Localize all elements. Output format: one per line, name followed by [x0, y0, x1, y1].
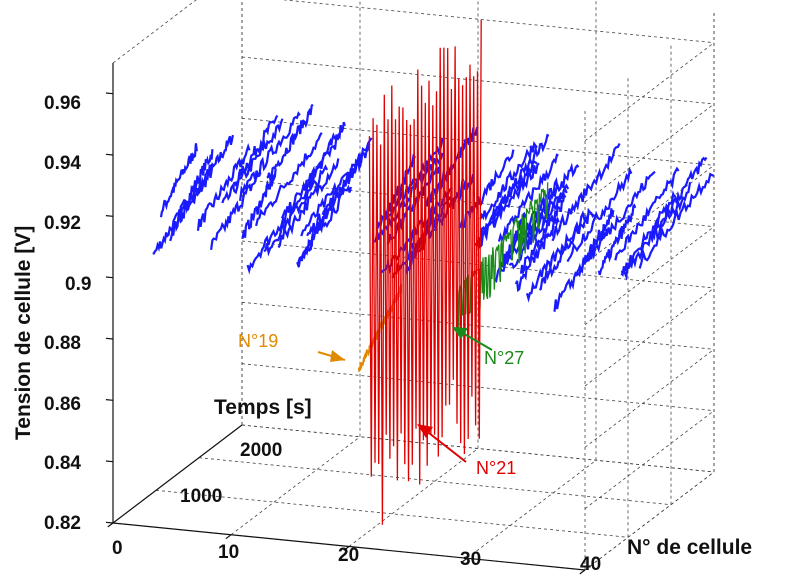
z-tick: 0.94 — [44, 153, 81, 174]
z-tick: 0.88 — [44, 333, 81, 354]
x-tick: 30 — [460, 549, 481, 570]
box-edge — [113, 0, 242, 63]
cell-trace — [555, 229, 608, 312]
x-tick: 20 — [338, 545, 359, 566]
x-tick: 0 — [112, 538, 123, 559]
grid-line — [585, 288, 714, 386]
z-tick: 0.9 — [65, 274, 91, 295]
annotation-cell-19: N°19 — [238, 331, 278, 351]
z-tick-mark — [106, 216, 113, 217]
y-axis-line — [113, 425, 242, 523]
axes-box — [106, 63, 585, 574]
x-tick-mark — [226, 535, 231, 539]
annotation-cell-21: N°21 — [476, 458, 516, 478]
z-tick-mark — [106, 277, 113, 278]
z-axis-title: Tension de cellule [V] — [12, 226, 35, 440]
y-axis-title: Temps [s] — [214, 396, 312, 419]
z-tick-mark — [106, 154, 113, 155]
z-tick-mark — [106, 461, 113, 462]
z-tick-mark — [106, 522, 113, 523]
grid-line — [585, 349, 714, 447]
cell-trace — [640, 174, 714, 268]
z-tick: 0.86 — [44, 394, 81, 415]
grid-line — [585, 43, 714, 141]
z-tick-mark — [106, 338, 113, 339]
grid-line — [199, 458, 671, 505]
annotation-arrowhead-19 — [330, 350, 345, 362]
cell-trace — [480, 144, 537, 219]
highlighted-cells-traces — [359, 20, 548, 525]
grid-line — [585, 411, 714, 509]
grid-line — [349, 449, 478, 547]
grid-line — [585, 104, 714, 202]
z-tick: 0.84 — [44, 453, 81, 474]
x-axis-title: N° de cellule — [627, 536, 752, 559]
z-tick: 0.82 — [44, 513, 81, 534]
x-tick: 10 — [218, 542, 239, 563]
cell-trace — [267, 105, 313, 179]
x-tick-mark — [108, 523, 113, 527]
z-tick-mark — [106, 400, 113, 401]
cell-trace — [161, 143, 197, 217]
z-tick: 0.92 — [44, 213, 81, 234]
y-tick: 2000 — [240, 440, 282, 461]
x-tick: 40 — [580, 554, 601, 575]
z-tick-mark — [106, 93, 113, 94]
annotation-cell-27: N°27 — [484, 348, 524, 368]
cell-21-trace — [369, 20, 481, 525]
cell-trace — [222, 119, 282, 203]
z-tick: 0.96 — [44, 93, 81, 114]
y-tick: 1000 — [180, 486, 222, 507]
